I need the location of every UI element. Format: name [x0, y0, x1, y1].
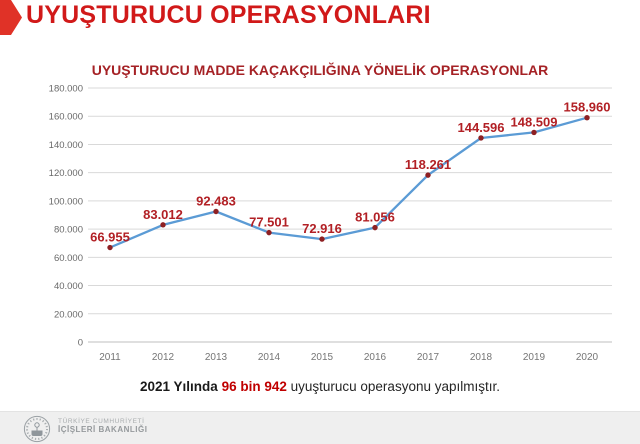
- page-title: UYUŞTURUCU OPERASYONLARI: [26, 1, 431, 29]
- x-tick-label: 2020: [576, 352, 599, 363]
- y-tick-label: 160.000: [49, 112, 83, 123]
- data-point-label: 77.501: [249, 215, 289, 230]
- ministry-name-line2: İÇİŞLERİ BAKANLIĞI: [58, 425, 148, 435]
- data-point-label: 66.955: [90, 230, 130, 245]
- data-point-label: 72.916: [302, 221, 342, 236]
- data-point-marker: [478, 135, 484, 141]
- data-point-label: 81.056: [355, 210, 395, 225]
- y-tick-label: 180.000: [49, 84, 83, 95]
- data-point-marker: [319, 236, 325, 242]
- data-point-marker: [160, 222, 166, 228]
- x-tick-label: 2011: [99, 352, 121, 363]
- x-tick-label: 2018: [470, 352, 493, 363]
- series-line: [109, 116, 588, 249]
- data-point-marker: [213, 208, 219, 215]
- y-tick-label: 60.000: [54, 253, 83, 264]
- y-tick-label: 100.000: [49, 196, 83, 207]
- data-point-marker: [584, 114, 590, 121]
- data-point-label: 118.261: [405, 157, 451, 172]
- y-tick-label: 0: [78, 338, 83, 349]
- data-point-marker: [266, 229, 272, 236]
- footer-bar: TÜRKİYE CUMHURİYETİ İÇİŞLERİ BAKANLIĞI: [0, 411, 640, 444]
- y-tick-label: 40.000: [54, 281, 83, 292]
- data-point-marker: [372, 224, 378, 231]
- data-point-marker: [531, 129, 537, 136]
- x-tick-label: 2014: [258, 352, 281, 363]
- chart-title: UYUŞTURUCU MADDE KAÇAKÇILIĞINA YÖNELİK O…: [91, 62, 549, 78]
- red-arrow-icon: [0, 0, 22, 35]
- footnote-highlight: 96 bin 942: [221, 379, 287, 394]
- ministry-name-line1: TÜRKİYE CUMHURİYETİ: [58, 418, 145, 425]
- line-chart: 0 20.000 40.000 60.000 80.000 100.000 120.000 1…: [49, 84, 612, 363]
- footnote-suffix: uyuşturucu operasyonu yapılmıştır.: [290, 379, 500, 394]
- header: UYUŞTURUCU OPERASYONLARI: [0, 0, 640, 44]
- data-point-label: 148.509: [511, 114, 558, 129]
- data-point-label: 83.012: [143, 207, 183, 222]
- y-tick-label: 140.000: [49, 140, 83, 151]
- y-tick-label: 20.000: [54, 309, 83, 320]
- x-tick-label: 2012: [152, 352, 175, 363]
- x-tick-label: 2019: [523, 352, 546, 363]
- data-point-label: 158.960: [564, 100, 611, 115]
- data-point-marker: [107, 244, 113, 251]
- y-tick-label: 120.000: [49, 168, 83, 179]
- ministry-emblem-icon: [23, 415, 51, 443]
- data-point-label: 92.483: [196, 193, 236, 208]
- footnote-prefix: 2021 Yılında: [140, 379, 218, 394]
- x-tick-label: 2017: [417, 352, 440, 363]
- data-point-marker: [425, 172, 431, 178]
- ministry-name: TÜRKİYE CUMHURİYETİ İÇİŞLERİ BAKANLIĞI: [58, 418, 147, 435]
- footnote: 2021 Yılında 96 bin 942 uyuşturucu opera…: [0, 379, 640, 394]
- x-tick-label: 2016: [364, 352, 387, 363]
- data-point-label: 144.596: [458, 120, 505, 135]
- x-tick-label: 2013: [205, 352, 228, 363]
- x-tick-label: 2015: [311, 352, 334, 363]
- y-tick-label: 80.000: [54, 225, 83, 236]
